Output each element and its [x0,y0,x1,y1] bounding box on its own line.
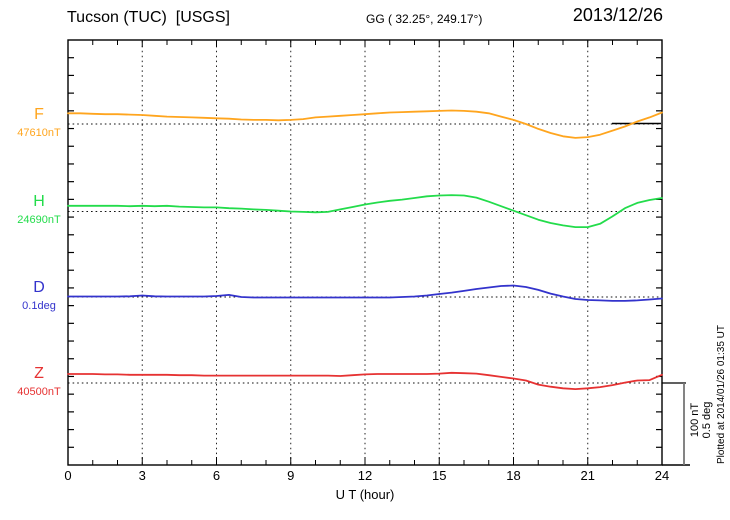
footer-note: Plotted at 2014/01/26 01:35 UT [716,325,727,464]
scale-bar-label: 100 nT 0.5 deg [689,385,713,455]
trace-Z [67,371,663,391]
x-tick-label: 12 [357,468,373,483]
x-tick-label: 18 [506,468,521,483]
trace-H [67,194,663,229]
series-baseline-d: 0.1deg [22,300,56,312]
x-tick-label: 15 [432,468,447,483]
geo-coords: GG ( 32.25°, 249.17°) [366,12,483,26]
series-name-f: F [34,106,44,123]
series-name-h: H [33,193,45,210]
series-baseline-f: 47610nT [17,127,61,139]
x-tick-label: 21 [580,468,595,483]
plot-title: Tucson (TUC) [USGS] [67,9,230,26]
series-baseline-z: 40500nT [17,386,61,398]
series-baseline-h: 24690nT [17,214,61,226]
x-tick-label: 6 [212,468,221,483]
scale-bar-deg-label: 0.5 deg [701,401,713,439]
x-tick-label: 0 [64,468,72,483]
series-name-z: Z [34,365,44,382]
plot-date: 2013/12/26 [572,5,663,25]
trace-F [67,109,663,139]
series-name-d: D [33,279,45,296]
plot-frame [67,39,663,466]
x-tick-label: 9 [287,468,295,483]
trace-D [67,284,663,302]
x-axis-label: U T (hour) [335,487,395,502]
x-tick-label: 24 [654,468,670,483]
scale-bar-nt-label: 100 nT [689,402,701,438]
x-tick-label: 3 [138,468,146,483]
